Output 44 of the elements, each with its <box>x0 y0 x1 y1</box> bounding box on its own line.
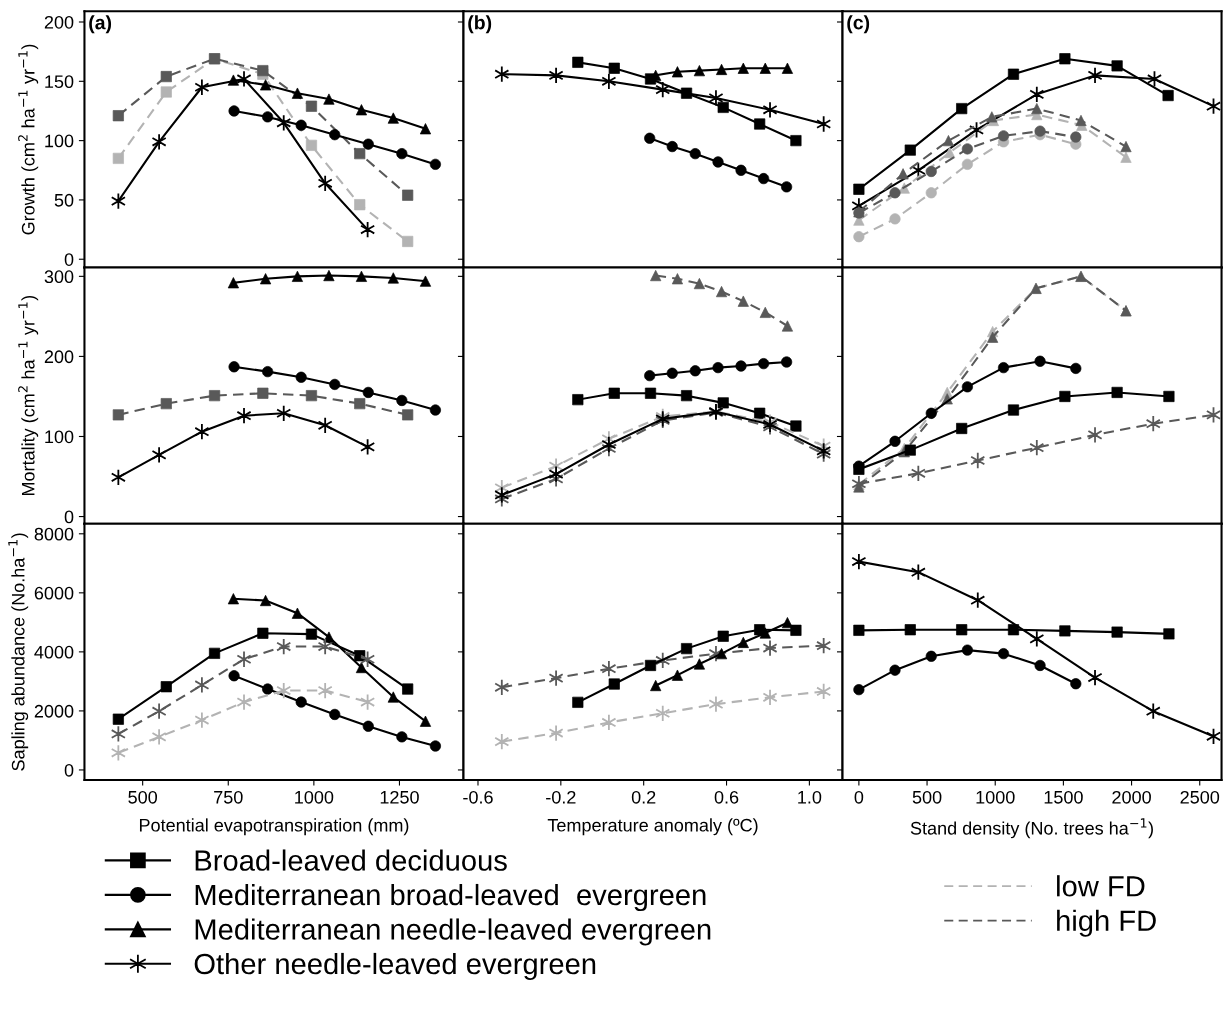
y-tick-label: 8000 <box>34 527 74 541</box>
y-tick-label: 4000 <box>34 645 74 659</box>
x-tick-label: -0.6 <box>463 790 493 804</box>
y-tick-label: 200 <box>44 15 74 29</box>
chart-title: (b) <box>468 15 492 34</box>
x-tick-label: -0.2 <box>546 790 576 804</box>
y-tick-label: 0 <box>64 763 74 777</box>
y-tick-label: 100 <box>45 134 74 148</box>
x-tick-label: 1000 <box>295 790 334 804</box>
legend-label: Broad-leaved deciduous <box>195 849 507 871</box>
chart-title: (a) <box>89 15 112 34</box>
x-axis-title: Temperature anomaly (ºC) <box>547 818 758 836</box>
x-tick-label: 1500 <box>1044 790 1083 804</box>
x-tick-label: 1000 <box>976 790 1015 804</box>
x-axis-title: Stand density (No. trees ha$^{−1}$) <box>910 818 1153 839</box>
x-tick-label: 1.0 <box>798 790 822 804</box>
y-tick-label: 0 <box>64 253 74 266</box>
legend-label: Mediterranean needle-leaved evergreen <box>195 918 711 946</box>
y-tick-label: 0 <box>64 510 74 524</box>
x-tick-label: 0.2 <box>631 790 656 804</box>
y-axis-title: Sapling abundance (No.ha$^{−1}$) <box>8 533 29 771</box>
y-tick-label: 100 <box>45 430 74 444</box>
y-axis-title: Growth (cm$^{2}$ ha$^{−1}$ yr$^{−1}$) <box>18 44 39 235</box>
chart-title: (c) <box>847 15 870 34</box>
x-tick-label: 500 <box>128 790 158 804</box>
legend-label: Other needle-leaved evergreen <box>194 952 596 981</box>
x-tick-label: 500 <box>912 790 942 804</box>
y-tick-label: 150 <box>45 75 74 89</box>
x-tick-label: 2000 <box>1112 790 1151 804</box>
y-tick-label: 50 <box>54 193 74 207</box>
x-axis-title: Potential evapotranspiration (mm) <box>139 818 409 836</box>
x-tick-label: 2500 <box>1180 790 1220 804</box>
x-tick-label: 750 <box>214 790 243 804</box>
y-tick-label: 6000 <box>34 586 74 600</box>
x-tick-label: 1250 <box>380 790 419 804</box>
x-tick-label: 0 <box>854 790 864 804</box>
y-axis-title: Mortality (cm$^{2}$ ha$^{−1}$ yr$^{−1}$) <box>18 295 39 496</box>
x-tick-label: 0.6 <box>714 790 739 804</box>
y-tick-label: 2000 <box>34 704 74 718</box>
legend-label: high FD <box>1057 909 1156 937</box>
y-tick-label: 200 <box>44 350 74 364</box>
y-tick-label: 300 <box>44 270 74 284</box>
legend-label: low FD <box>1057 875 1145 897</box>
legend-label: Mediterranean broad-leaved evergreen <box>195 883 706 912</box>
